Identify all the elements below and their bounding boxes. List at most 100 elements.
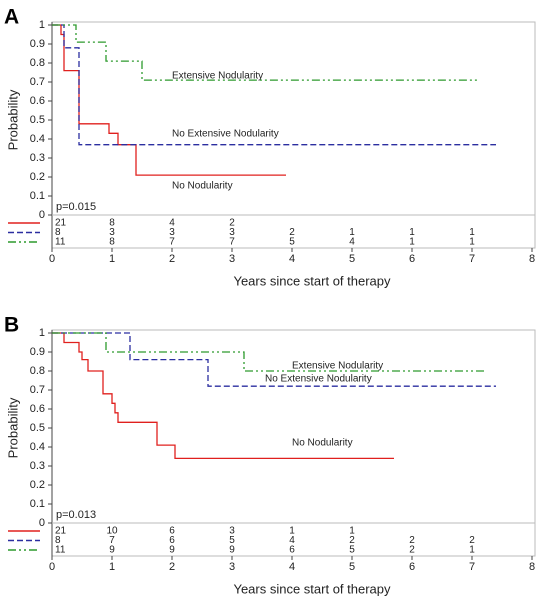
x-tick-label: 0: [49, 561, 55, 573]
y-tick-label: 0.7: [30, 76, 45, 88]
x-tick-label: 4: [289, 253, 295, 265]
at-risk-count: 3: [109, 227, 115, 238]
survival-curve: [52, 332, 394, 460]
x-tick-label: 2: [169, 561, 175, 573]
y-tick-label: 0.8: [30, 365, 45, 377]
x-tick-label: 4: [289, 561, 295, 573]
x-tick-label: 8: [529, 561, 535, 573]
at-risk-count: 1: [409, 227, 415, 238]
y-tick-label: 0: [39, 517, 45, 529]
y-tick-label: 0.3: [30, 152, 45, 164]
y-tick-label: 0: [39, 209, 45, 221]
at-risk-count: 1: [289, 526, 295, 537]
x-tick-label: 6: [409, 253, 415, 265]
at-risk-count: 8: [109, 237, 115, 248]
at-risk-count: 1: [469, 237, 475, 248]
at-risk-count: 3: [229, 227, 235, 238]
survival-curve: [52, 24, 478, 81]
y-tick-label: 0.3: [30, 460, 45, 472]
x-tick-label: 3: [229, 253, 235, 265]
p-value: p=0.015: [56, 201, 96, 213]
panel-label: B: [4, 314, 19, 337]
at-risk-count: 1: [349, 227, 355, 238]
at-risk-count: 1: [469, 545, 475, 556]
y-tick-label: 0.6: [30, 95, 45, 107]
x-tick-label: 7: [469, 253, 475, 265]
y-tick-label: 0.8: [30, 57, 45, 69]
x-tick-label: 7: [469, 561, 475, 573]
x-axis-label: Years since start of therapy: [233, 273, 391, 288]
curve-label: Extensive Nodularity: [172, 71, 263, 82]
y-tick-label: 0.4: [30, 441, 45, 453]
x-tick-label: 0: [49, 253, 55, 265]
at-risk-count: 8: [55, 535, 61, 546]
at-risk-count: 1: [409, 237, 415, 248]
at-risk-count: 8: [55, 227, 61, 238]
survival-curve: [52, 24, 286, 176]
at-risk-count: 21: [55, 526, 67, 537]
p-value: p=0.013: [56, 509, 96, 521]
at-risk-count: 2: [409, 535, 415, 546]
at-risk-count: 11: [55, 237, 66, 248]
at-risk-count: 2: [289, 227, 295, 238]
y-axis-label: Probability: [5, 89, 20, 150]
y-tick-label: 0.1: [30, 498, 45, 510]
at-risk-count: 6: [169, 535, 175, 546]
at-risk-count: 5: [349, 545, 355, 556]
at-risk-count: 7: [109, 535, 115, 546]
at-risk-count: 21: [55, 218, 67, 229]
at-risk-count: 7: [169, 237, 175, 248]
y-axis-label: Probability: [5, 397, 20, 458]
x-tick-label: 1: [109, 253, 115, 265]
curve-label: Extensive Nodularity: [292, 361, 383, 372]
at-risk-count: 2: [409, 545, 415, 556]
x-tick-label: 6: [409, 561, 415, 573]
x-tick-label: 3: [229, 561, 235, 573]
survival-curve: [52, 332, 484, 372]
survival-curve: [52, 332, 496, 387]
at-risk-count: 9: [229, 545, 235, 556]
at-risk-count: 2: [229, 218, 235, 229]
at-risk-count: 3: [229, 526, 235, 537]
at-risk-count: 5: [229, 535, 235, 546]
at-risk-count: 4: [289, 535, 295, 546]
at-risk-count: 11: [55, 545, 66, 556]
at-risk-count: 6: [289, 545, 295, 556]
y-tick-label: 0.4: [30, 133, 45, 145]
at-risk-count: 3: [169, 227, 175, 238]
plot-frame: [51, 21, 536, 249]
at-risk-count: 4: [169, 218, 175, 229]
at-risk-count: 2: [469, 535, 475, 546]
at-risk-count: 5: [289, 237, 295, 248]
at-risk-count: 8: [109, 218, 115, 229]
curve-label: No Extensive Nodularity: [265, 374, 372, 385]
y-tick-label: 1: [39, 327, 45, 339]
y-tick-label: 0.9: [30, 38, 45, 50]
x-tick-label: 5: [349, 253, 355, 265]
y-tick-label: 0.2: [30, 171, 45, 183]
y-tick-label: 1: [39, 19, 45, 31]
at-risk-count: 9: [109, 545, 115, 556]
at-risk-count: 6: [169, 526, 175, 537]
y-tick-label: 0.2: [30, 479, 45, 491]
panel-label: A: [4, 6, 19, 29]
at-risk-count: 9: [169, 545, 175, 556]
y-tick-label: 0.5: [30, 114, 45, 126]
survival-curve: [52, 24, 496, 146]
curve-label: No Nodularity: [292, 438, 353, 449]
at-risk-count: 10: [106, 526, 118, 537]
at-risk-count: 7: [229, 237, 235, 248]
curve-label: No Nodularity: [172, 181, 233, 192]
x-tick-label: 1: [109, 561, 115, 573]
x-tick-label: 2: [169, 253, 175, 265]
y-tick-label: 0.6: [30, 403, 45, 415]
x-tick-label: 8: [529, 253, 535, 265]
x-axis-label: Years since start of therapy: [233, 581, 391, 596]
x-tick-label: 5: [349, 561, 355, 573]
at-risk-count: 1: [469, 227, 475, 238]
y-tick-label: 0.7: [30, 384, 45, 396]
y-tick-label: 0.5: [30, 422, 45, 434]
at-risk-count: 4: [349, 237, 355, 248]
at-risk-count: 1: [349, 526, 355, 537]
